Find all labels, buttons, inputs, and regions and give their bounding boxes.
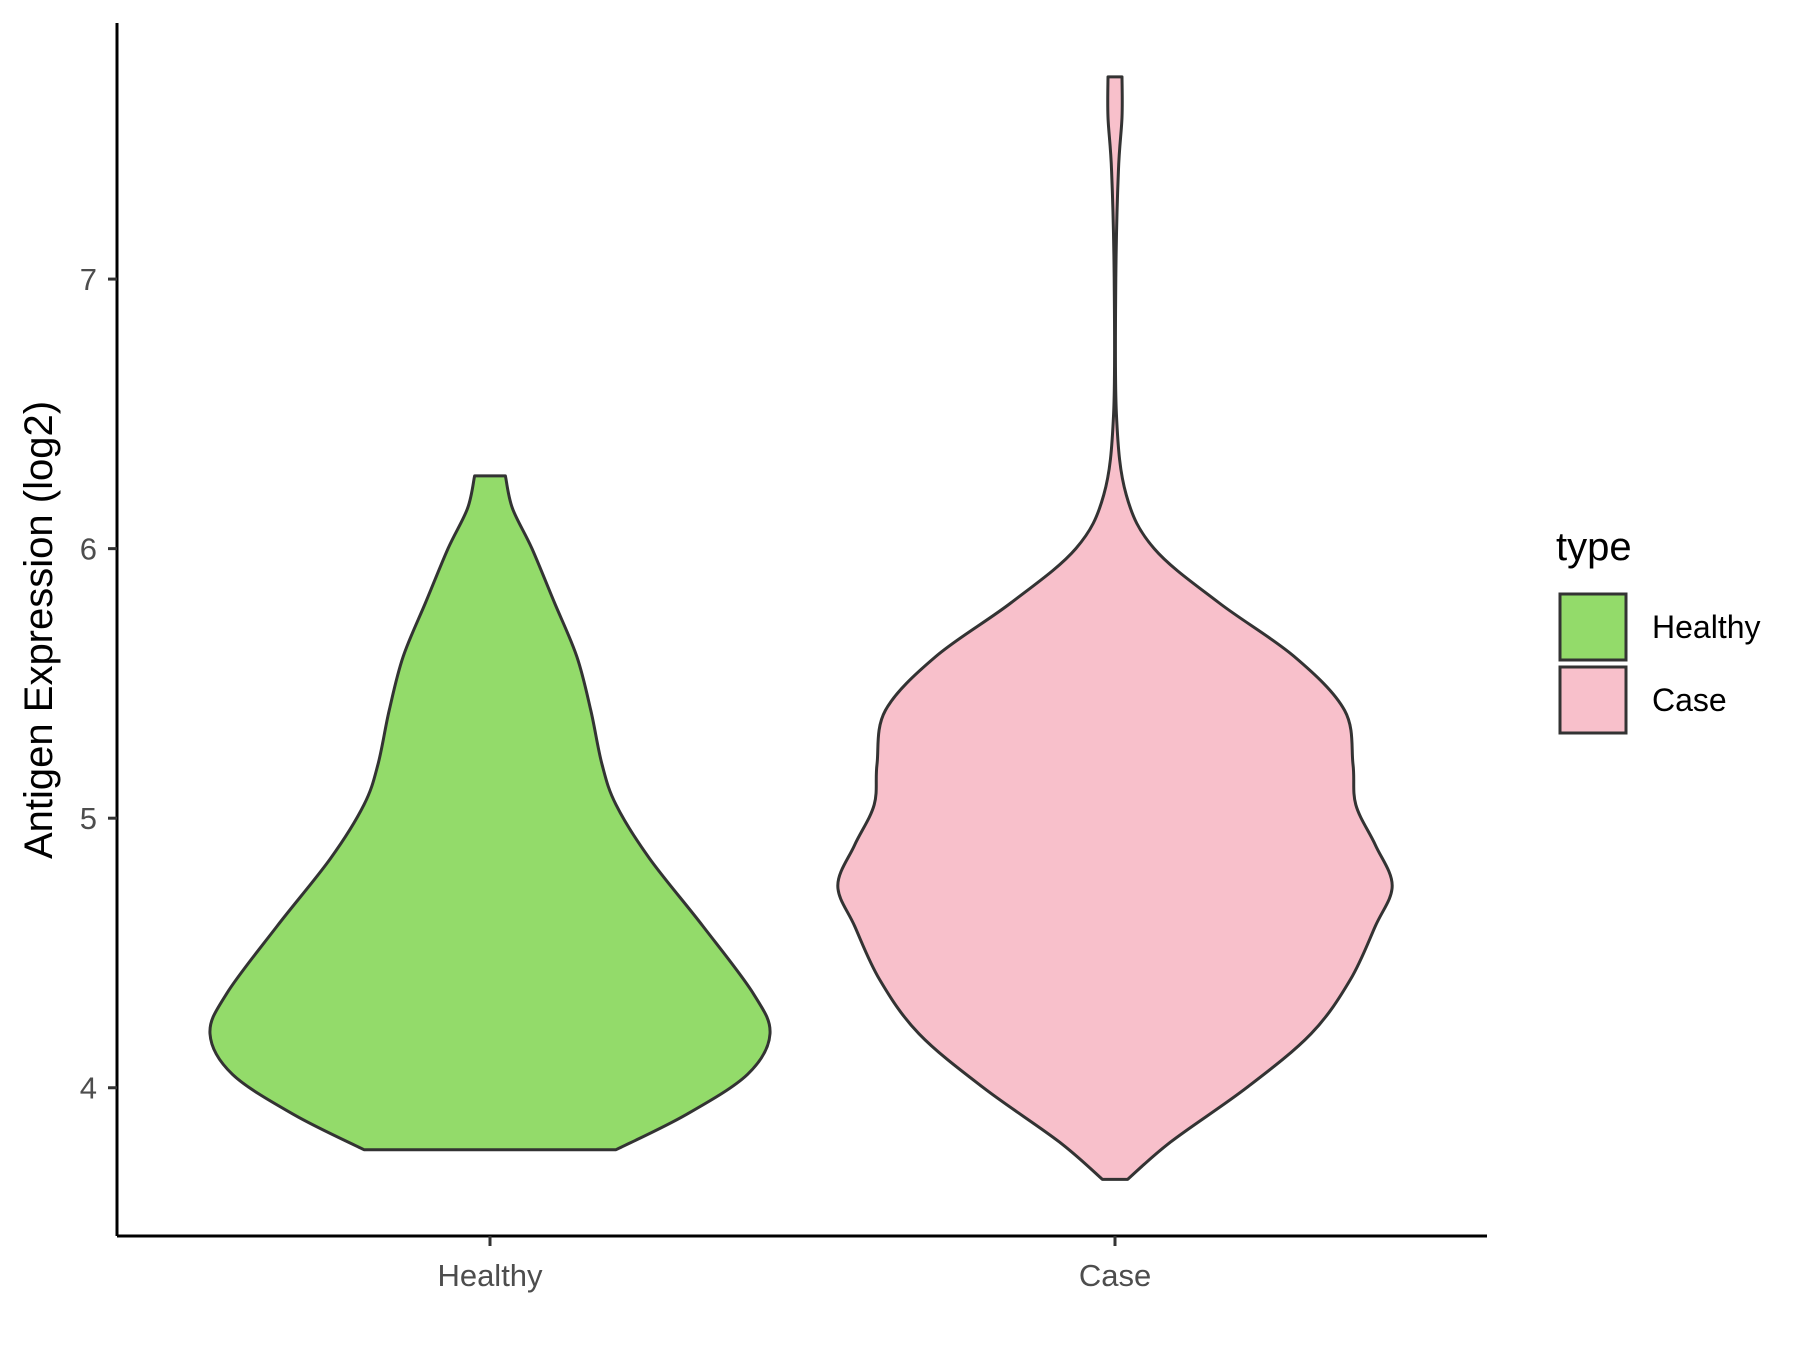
- x-axis-ticks: Healthy Case: [437, 1236, 1151, 1293]
- legend-item-healthy: Healthy: [1558, 592, 1761, 662]
- y-tick-label: 4: [80, 1071, 97, 1106]
- y-tick-label: 5: [80, 801, 97, 836]
- legend-swatch-healthy: [1558, 592, 1628, 662]
- violin-case: [836, 75, 1394, 1181]
- legend-title: type: [1556, 525, 1632, 569]
- violin-healthy: [208, 474, 772, 1152]
- y-tick-label: 7: [80, 262, 97, 297]
- violin-layer: [208, 75, 1394, 1181]
- y-tick-label: 6: [80, 532, 97, 567]
- x-tick-label: Healthy: [437, 1258, 543, 1293]
- legend-item-case: Case: [1558, 665, 1727, 735]
- legend-swatch-case: [1558, 665, 1628, 735]
- y-axis-ticks: 4 5 6 7: [80, 262, 117, 1106]
- legend: type Healthy Case: [1556, 525, 1761, 735]
- legend-label-healthy: Healthy: [1652, 609, 1761, 645]
- y-axis-title: Antigen Expression (log2): [17, 401, 61, 859]
- x-tick-label: Case: [1079, 1258, 1151, 1293]
- legend-label-case: Case: [1652, 682, 1727, 718]
